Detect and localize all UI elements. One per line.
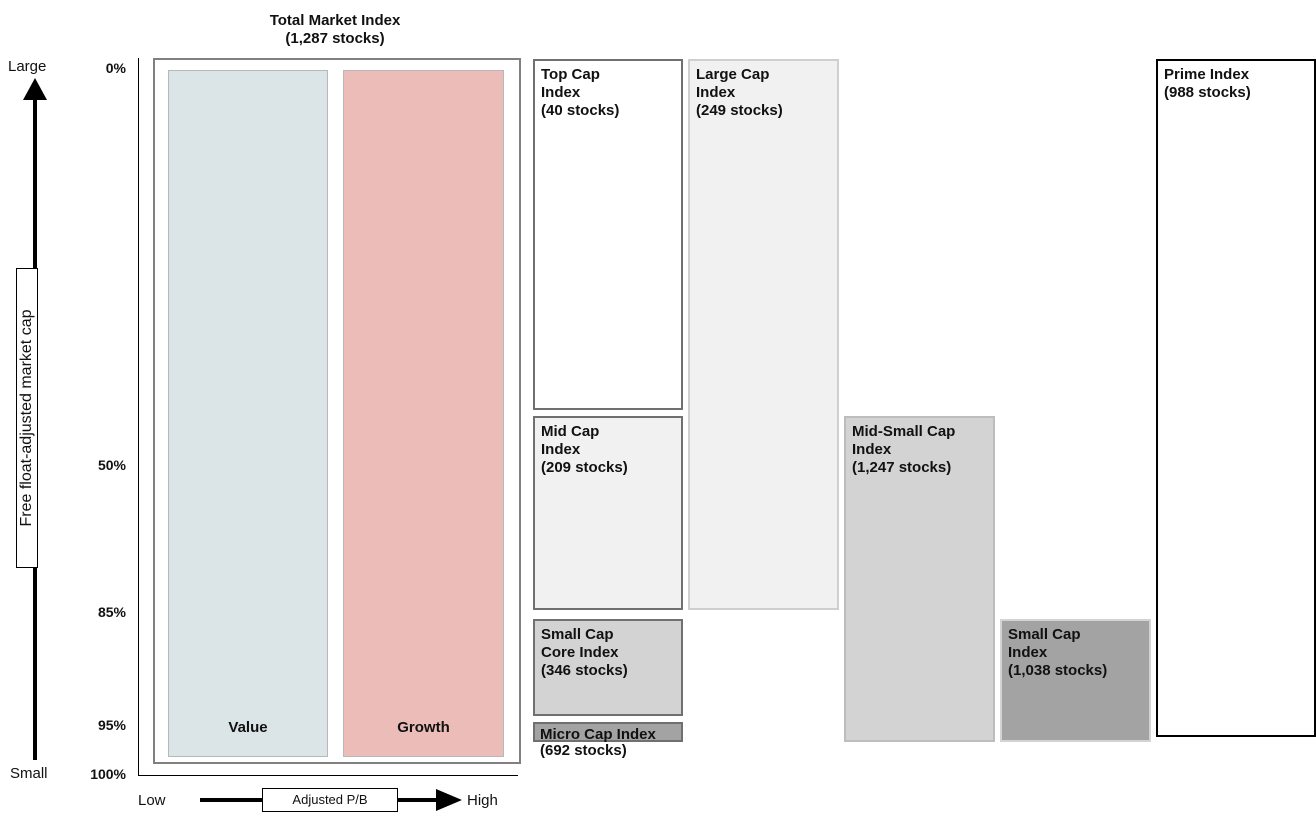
micro-cap-line1: Micro Cap Index	[540, 726, 656, 743]
growth-label: Growth	[397, 719, 450, 736]
small-cap-line3: (1,038 stocks)	[1008, 662, 1108, 679]
top-cap-index-box: Top Cap Index (40 stocks)	[533, 59, 683, 410]
y-axis-label-box: Free float-adjusted market cap	[16, 268, 38, 568]
mid-cap-line2: Index	[541, 441, 581, 458]
small-cap-index-box: Small Cap Index (1,038 stocks)	[1000, 619, 1151, 742]
total-market-title-line2: (1,287 stocks)	[285, 30, 385, 47]
total-market-title: Total Market Index (1,287 stocks)	[200, 12, 470, 48]
small-cap-core-line1: Small Cap	[541, 626, 614, 643]
micro-cap-index-box: Micro Cap Index (692 stocks)	[533, 722, 683, 759]
mid-small-cap-line1: Mid-Small Cap	[852, 423, 956, 440]
pct-label-100: 100%	[90, 766, 126, 782]
prime-line1: Prime Index	[1164, 66, 1250, 83]
large-cap-line3: (249 stocks)	[696, 102, 783, 119]
large-cap-line2: Index	[696, 84, 736, 101]
x-axis-label: Adjusted P/B	[292, 792, 368, 807]
mid-cap-line1: Mid Cap	[541, 423, 600, 440]
mid-small-cap-index-box: Mid-Small Cap Index (1,247 stocks)	[844, 416, 995, 742]
micro-cap-line2: (692 stocks)	[540, 742, 627, 759]
mid-small-cap-line2: Index	[852, 441, 892, 458]
y-axis-small-label: Small	[10, 765, 48, 782]
mid-cap-line3: (209 stocks)	[541, 459, 628, 476]
value-column: Value	[168, 70, 328, 757]
x-axis-high-label: High	[467, 792, 498, 809]
large-cap-index-box: Large Cap Index (249 stocks)	[688, 59, 839, 610]
growth-column: Growth	[343, 70, 504, 757]
x-axis-label-box: Adjusted P/B	[262, 788, 398, 812]
large-cap-line1: Large Cap	[696, 66, 770, 83]
prime-index-box: Prime Index (988 stocks)	[1156, 59, 1316, 737]
top-cap-line2: Index	[541, 84, 581, 101]
plot-bottom-axis	[138, 775, 518, 776]
prime-line2: (988 stocks)	[1164, 84, 1251, 101]
plot-left-axis	[138, 58, 139, 776]
small-cap-line1: Small Cap	[1008, 626, 1081, 643]
x-axis-low-label: Low	[138, 792, 166, 809]
pct-label-0: 0%	[105, 60, 126, 76]
pct-label-95: 95%	[97, 717, 126, 733]
small-cap-core-line2: Core Index	[541, 644, 619, 661]
value-label: Value	[228, 719, 268, 736]
y-axis-large-label: Large	[8, 58, 47, 75]
mid-cap-index-box: Mid Cap Index (209 stocks)	[533, 416, 683, 610]
small-cap-line2: Index	[1008, 644, 1048, 661]
small-cap-core-index-box: Small Cap Core Index (346 stocks)	[533, 619, 683, 716]
top-cap-line3: (40 stocks)	[541, 102, 620, 119]
top-cap-line1: Top Cap	[541, 66, 600, 83]
total-market-box	[153, 58, 521, 764]
total-market-title-line1: Total Market Index	[269, 12, 401, 29]
pct-label-50: 50%	[97, 457, 126, 473]
small-cap-core-line3: (346 stocks)	[541, 662, 628, 679]
pct-label-85: 85%	[97, 604, 126, 620]
mid-small-cap-line3: (1,247 stocks)	[852, 459, 952, 476]
y-axis-label: Free float-adjusted market cap	[18, 309, 35, 527]
